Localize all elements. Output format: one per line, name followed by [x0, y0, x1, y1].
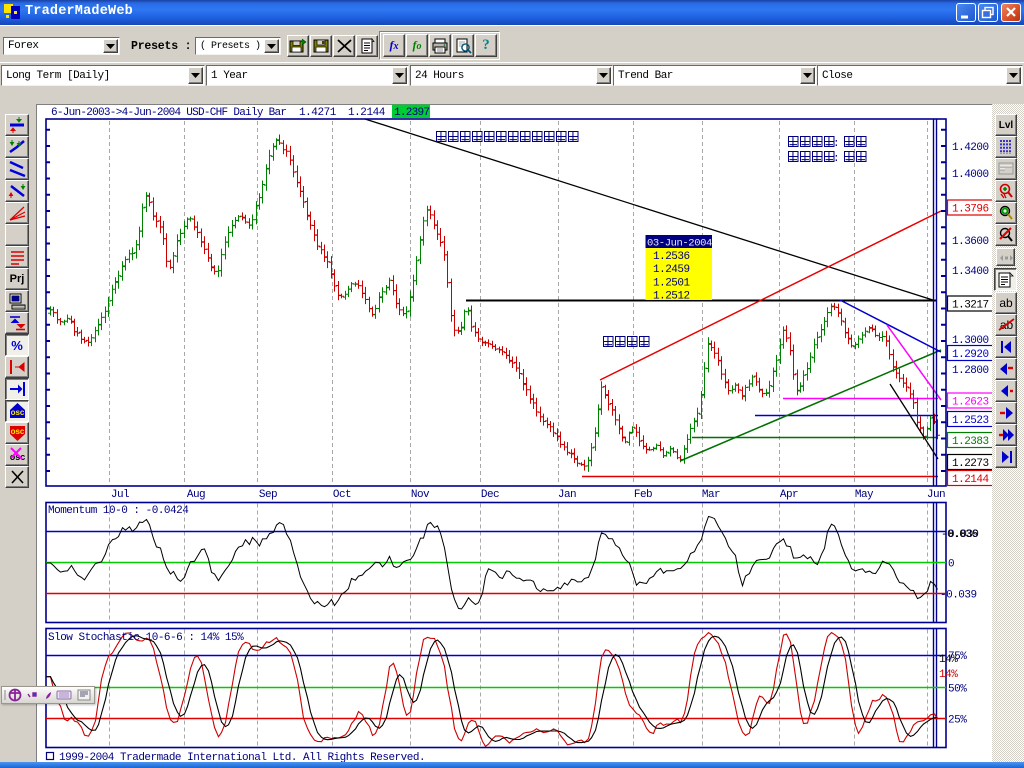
svg-text:14%: 14% [939, 669, 958, 681]
svg-text:Dec: Dec [481, 489, 499, 501]
svg-text:1.2623: 1.2623 [952, 397, 989, 409]
svg-text:1.2397: 1.2397 [394, 107, 429, 119]
svg-text:Nov: Nov [411, 489, 430, 501]
svg-text:6-Jun-2003->4-Jun-2004 USD-CHF: 6-Jun-2003->4-Jun-2004 USD-CHF Daily Bar [51, 107, 286, 119]
svg-text:Apr: Apr [780, 489, 798, 501]
svg-text:1.3217: 1.3217 [952, 300, 989, 312]
svg-text:1.2501: 1.2501 [653, 278, 691, 290]
svg-text:1.2459: 1.2459 [653, 264, 690, 276]
svg-text:Aug: Aug [187, 489, 205, 501]
svg-text:1.4200: 1.4200 [952, 142, 989, 154]
svg-text:-0.036: -0.036 [941, 529, 978, 541]
svg-text:1.3000: 1.3000 [952, 335, 989, 347]
svg-text:Mar: Mar [702, 489, 720, 501]
svg-text:Jun: Jun [927, 489, 945, 501]
svg-text:1.2273: 1.2273 [952, 458, 989, 470]
svg-text:1.2523: 1.2523 [952, 415, 989, 427]
svg-text:1999-2004 Tradermade Internati: 1999-2004 Tradermade International Ltd. … [59, 752, 425, 762]
svg-text:0.039: 0.039 [948, 529, 979, 541]
svg-text:1.2800: 1.2800 [952, 365, 989, 377]
svg-text:osc: osc [9, 452, 25, 462]
svg-text:osc: osc [10, 408, 24, 417]
svg-text:Jan: Jan [558, 489, 576, 501]
svg-text:1.4271: 1.4271 [299, 107, 337, 119]
svg-text:Momentum 10-0 : -0.0424: Momentum 10-0 : -0.0424 [48, 505, 189, 517]
svg-text:1.3796: 1.3796 [952, 204, 989, 216]
svg-text::: : [833, 138, 840, 150]
svg-text:Oct: Oct [333, 489, 351, 501]
svg-text:14%: 14% [939, 654, 958, 666]
svg-text:1.2383: 1.2383 [952, 436, 989, 448]
svg-text:03-Jun-2004: 03-Jun-2004 [647, 238, 712, 250]
svg-text:Jul: Jul [111, 489, 129, 501]
svg-text:1.2536: 1.2536 [653, 251, 690, 263]
svg-text:25%: 25% [948, 715, 967, 727]
svg-text::: : [833, 153, 840, 165]
svg-text:Sep: Sep [259, 489, 277, 501]
svg-text:1.3600: 1.3600 [952, 236, 989, 248]
svg-text:50%: 50% [948, 684, 967, 696]
svg-text:1.3400: 1.3400 [952, 266, 989, 278]
svg-text:1.2144: 1.2144 [348, 107, 386, 119]
svg-text:Feb: Feb [634, 489, 652, 501]
svg-text:1.4000: 1.4000 [952, 169, 989, 181]
svg-text:May: May [855, 489, 874, 501]
svg-text:75%: 75% [948, 651, 967, 663]
svg-text:1.2920: 1.2920 [952, 349, 989, 361]
svg-text:-0.039: -0.039 [940, 590, 977, 602]
svg-text:Slow Stochastic 10-6-6 : 14% 1: Slow Stochastic 10-6-6 : 14% 15% [48, 632, 244, 644]
svg-text:osc: osc [10, 427, 24, 436]
svg-text:0: 0 [948, 559, 954, 571]
svg-text:1.2144: 1.2144 [952, 474, 990, 486]
svg-text:1.2512: 1.2512 [653, 291, 690, 303]
